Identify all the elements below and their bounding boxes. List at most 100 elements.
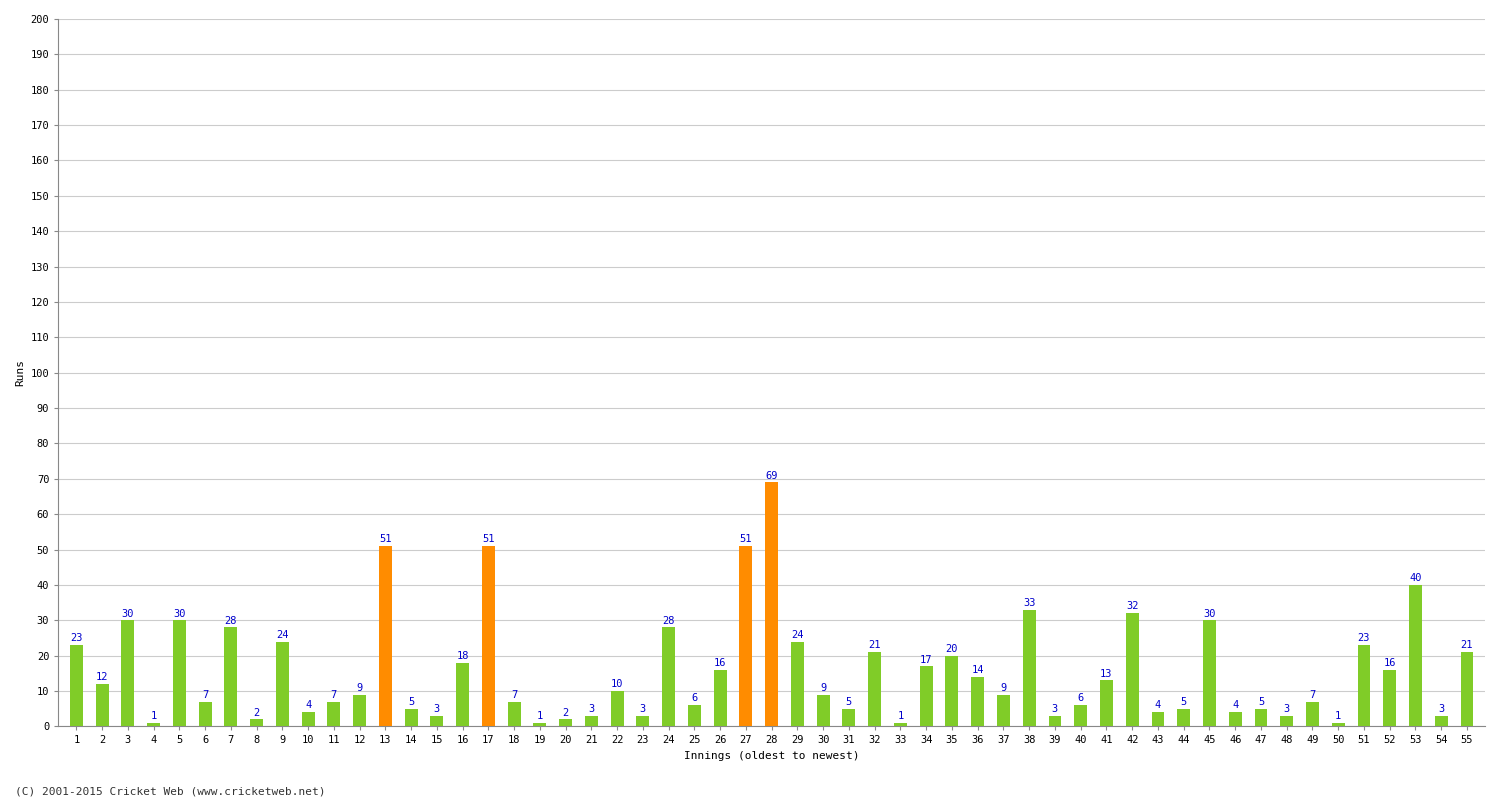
Text: 51: 51	[740, 534, 752, 544]
Bar	[96, 684, 108, 726]
Bar	[868, 652, 880, 726]
Bar	[1306, 702, 1318, 726]
Text: 7: 7	[202, 690, 208, 700]
Text: 1: 1	[1335, 711, 1341, 721]
Bar	[945, 656, 958, 726]
Text: 30: 30	[1203, 609, 1215, 618]
Bar	[147, 723, 160, 726]
Bar	[1023, 610, 1035, 726]
Text: 30: 30	[172, 609, 186, 618]
Text: 5: 5	[408, 697, 414, 707]
Text: 17: 17	[920, 654, 933, 665]
Bar	[276, 642, 290, 726]
Bar	[1178, 709, 1190, 726]
Text: 23: 23	[70, 634, 82, 643]
Bar	[636, 716, 650, 726]
Bar	[225, 627, 237, 726]
Bar	[894, 723, 908, 726]
Text: 6: 6	[1077, 694, 1084, 703]
Text: 23: 23	[1358, 634, 1370, 643]
Bar	[1203, 620, 1216, 726]
Text: 28: 28	[663, 616, 675, 626]
Text: 5: 5	[1258, 697, 1264, 707]
Text: 12: 12	[96, 672, 108, 682]
Bar	[843, 709, 855, 726]
Bar	[534, 723, 546, 726]
Bar	[122, 620, 135, 726]
Bar	[1074, 705, 1088, 726]
Text: 1: 1	[150, 711, 156, 721]
Text: 2: 2	[254, 707, 260, 718]
Bar	[172, 620, 186, 726]
Text: 3: 3	[640, 704, 646, 714]
Bar	[610, 691, 624, 726]
Bar	[1254, 709, 1268, 726]
Text: 7: 7	[1310, 690, 1316, 700]
Bar	[251, 719, 262, 726]
Text: 18: 18	[456, 651, 470, 661]
Text: 40: 40	[1408, 573, 1422, 583]
Text: 51: 51	[482, 534, 495, 544]
Text: 32: 32	[1126, 602, 1138, 611]
Text: 7: 7	[332, 690, 338, 700]
Bar	[1408, 585, 1422, 726]
Text: 4: 4	[304, 701, 312, 710]
Bar	[1152, 712, 1164, 726]
Bar	[70, 645, 82, 726]
Text: 30: 30	[122, 609, 134, 618]
Text: 13: 13	[1100, 669, 1113, 678]
Text: 3: 3	[588, 704, 594, 714]
Bar	[816, 694, 830, 726]
Text: 6: 6	[692, 694, 698, 703]
Text: 3: 3	[1052, 704, 1058, 714]
Text: 1: 1	[897, 711, 903, 721]
Text: 16: 16	[714, 658, 726, 668]
Text: 4: 4	[1232, 701, 1239, 710]
Bar	[998, 694, 1010, 726]
Bar	[302, 712, 315, 726]
Text: 33: 33	[1023, 598, 1035, 608]
Text: 9: 9	[1000, 683, 1006, 693]
Text: 20: 20	[945, 644, 958, 654]
Text: 24: 24	[790, 630, 804, 640]
Bar	[1436, 716, 1448, 726]
Text: 9: 9	[821, 683, 827, 693]
Bar	[970, 677, 984, 726]
Bar	[507, 702, 520, 726]
Bar	[1358, 645, 1371, 726]
Text: 28: 28	[225, 616, 237, 626]
Bar	[456, 662, 470, 726]
Text: 3: 3	[1438, 704, 1444, 714]
Y-axis label: Runs: Runs	[15, 359, 26, 386]
Bar	[1228, 712, 1242, 726]
Text: 9: 9	[357, 683, 363, 693]
Text: 21: 21	[1461, 640, 1473, 650]
Text: 16: 16	[1383, 658, 1396, 668]
Bar	[1126, 614, 1138, 726]
Bar	[662, 627, 675, 726]
Bar	[1383, 670, 1396, 726]
Text: (C) 2001-2015 Cricket Web (www.cricketweb.net): (C) 2001-2015 Cricket Web (www.cricketwe…	[15, 786, 326, 796]
Text: 2: 2	[562, 707, 568, 718]
Bar	[920, 666, 933, 726]
X-axis label: Innings (oldest to newest): Innings (oldest to newest)	[684, 751, 859, 761]
Bar	[560, 719, 572, 726]
Bar	[352, 694, 366, 726]
Bar	[198, 702, 211, 726]
Text: 5: 5	[846, 697, 852, 707]
Text: 3: 3	[1284, 704, 1290, 714]
Text: 3: 3	[433, 704, 439, 714]
Text: 69: 69	[765, 470, 778, 481]
Text: 7: 7	[512, 690, 518, 700]
Bar	[1100, 681, 1113, 726]
Bar	[790, 642, 804, 726]
Bar	[714, 670, 726, 726]
Bar	[1281, 716, 1293, 726]
Bar	[1461, 652, 1473, 726]
Bar	[740, 546, 753, 726]
Bar	[1048, 716, 1062, 726]
Bar	[1332, 723, 1344, 726]
Text: 21: 21	[868, 640, 880, 650]
Bar	[585, 716, 598, 726]
Text: 4: 4	[1155, 701, 1161, 710]
